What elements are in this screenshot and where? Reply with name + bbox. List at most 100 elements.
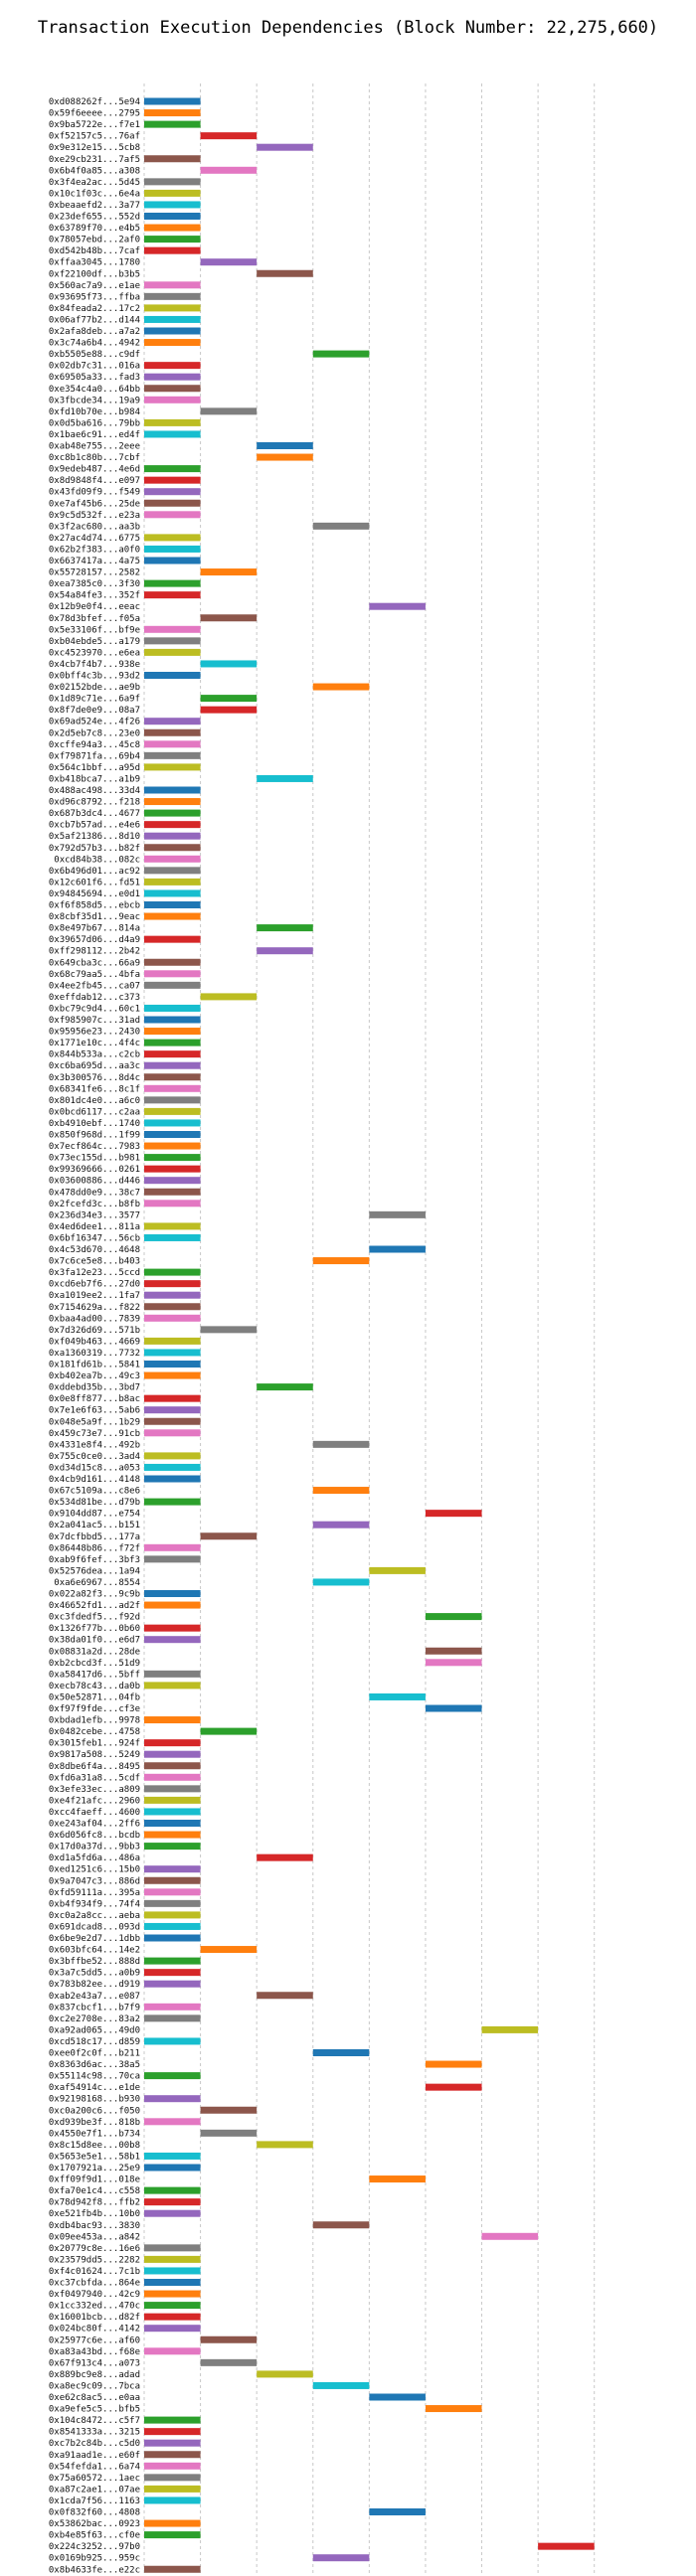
tx-bar: [144, 2095, 201, 2103]
tx-hash-label: 0xf79871fa...69b4: [49, 751, 140, 761]
tx-bar: [144, 1463, 201, 1471]
tx-bar: [144, 2255, 201, 2263]
tx-hash-label: 0x0f832f60...4808: [49, 2508, 140, 2518]
tx-hash-label: 0xfd10b70e...b984: [49, 407, 140, 417]
tx-bar: [144, 728, 201, 736]
tx-bar: [200, 660, 258, 668]
tx-bar: [144, 1177, 201, 1185]
tx-hash-label: 0x691dcad8...093d: [49, 1922, 140, 1932]
tx-bar: [144, 751, 201, 759]
tx-hash-label: 0x8f7de0e9...08a7: [49, 706, 140, 716]
tx-bar: [144, 534, 201, 542]
tx-bar: [312, 2554, 370, 2562]
tx-hash-label: 0xd34d15c8...a053: [49, 1463, 140, 1473]
tx-hash-label: 0x1326f77b...0b60: [49, 1624, 140, 1634]
tx-bar: [144, 2519, 201, 2527]
tx-bar: [144, 499, 201, 507]
tx-hash-label: 0xf6f858d5...ebcb: [49, 901, 140, 911]
tx-hash-label: 0x9e312e15...5cb8: [49, 143, 140, 153]
tx-hash-label: 0x9a7047c3...886d: [49, 1876, 140, 1886]
tx-bar: [144, 557, 201, 564]
tx-hash-label: 0x5af21386...8d10: [49, 832, 140, 842]
tx-bar: [144, 1142, 201, 1150]
tx-hash-label: 0xa6e6967...8554: [54, 1578, 140, 1588]
tx-bar: [144, 2496, 201, 2504]
tx-hash-label: 0x92198168...b930: [49, 2095, 140, 2105]
tx-hash-label: 0xd1a5fd6a...486a: [49, 1853, 140, 1863]
tx-hash-label: 0xcc4faeff...4600: [49, 1808, 140, 1818]
tx-bar: [369, 1210, 426, 1218]
tx-hash-label: 0x6b496d01...ac92: [49, 867, 140, 877]
tx-hash-label: 0xb5505e88...c9df: [49, 350, 140, 360]
tx-hash-label: 0xee0f2c0f...b211: [49, 2049, 140, 2059]
tx-bar: [144, 1682, 201, 1690]
tx-bar: [144, 385, 201, 393]
tx-hash-label: 0x9c5d532f...e23a: [49, 511, 140, 521]
tx-bar: [144, 201, 201, 209]
tx-hash-label: 0x6be9e2d7...1dbb: [49, 1934, 140, 1944]
tx-hash-label: 0xa1019ee2...1fa7: [49, 1291, 140, 1301]
tx-bar: [369, 2175, 426, 2183]
tx-hash-label: 0x0d5ba616...79bb: [49, 418, 140, 428]
tx-bar: [144, 2279, 201, 2286]
tx-hash-label: 0xecb78c43...da0b: [49, 1682, 140, 1691]
tx-bar: [144, 1371, 201, 1379]
tx-hash-label: 0x95956e23...2430: [49, 1028, 140, 1038]
tx-hash-label: 0xc6ba695d...aa3c: [49, 1061, 140, 1071]
tx-bar: [144, 292, 201, 300]
tx-hash-label: 0x4550e7f1...b734: [49, 2129, 140, 2139]
tx-bar: [369, 1566, 426, 1574]
tx-hash-label: 0x889bc9e8...adad: [49, 2370, 140, 2380]
tx-bar: [257, 2370, 313, 2378]
tx-hash-label: 0xbc79c9d4...60c1: [49, 1004, 140, 1014]
tx-bar: [200, 2358, 258, 2366]
tx-hash-label: 0xe62c8ac5...e0aa: [49, 2393, 140, 2403]
tx-hash-label: 0xc4523970...e6ea: [49, 648, 140, 658]
tx-hash-label: 0x560ac7a9...e1ae: [49, 281, 140, 291]
tx-bar: [144, 1888, 201, 1896]
tx-bar: [144, 821, 201, 829]
tx-hash-label: 0x7d326d69...571b: [49, 1326, 140, 1336]
tx-bar: [200, 1946, 258, 1954]
tx-bar: [144, 430, 201, 438]
tx-bar: [144, 224, 201, 232]
tx-hash-label: 0x84feada2...17c2: [49, 304, 140, 314]
tx-bar: [144, 1361, 201, 1368]
tx-hash-label: 0x6b4f0a85...a308: [49, 166, 140, 176]
tx-bar: [144, 901, 201, 908]
tx-bar: [425, 2083, 482, 2091]
tx-bar: [200, 1727, 258, 1735]
tx-bar: [144, 1039, 201, 1046]
tx-hash-label: 0x603bfc64...14e2: [49, 1946, 140, 1956]
tx-hash-label: 0x69505a33...fad3: [49, 373, 140, 383]
tx-bar: [144, 1934, 201, 1942]
tx-bar: [144, 763, 201, 771]
tx-hash-label: 0xf049b463...4669: [49, 1337, 140, 1347]
tx-hash-label: 0x20779c8e...16e6: [49, 2244, 140, 2254]
tx-bar: [144, 958, 201, 966]
tx-bar: [144, 1969, 201, 1977]
tx-hash-label: 0x86448b86...f72f: [49, 1543, 140, 1553]
tx-hash-label: 0xa9efe5c5...bfb5: [49, 2405, 140, 2415]
tx-bar: [200, 166, 258, 174]
tx-bar: [144, 1028, 201, 1036]
tx-hash-label: 0x25977c6e...af60: [49, 2335, 140, 2345]
tx-hash-label: 0xeffdab12...c373: [49, 993, 140, 1003]
tx-hash-label: 0x9104dd87...e754: [49, 1510, 140, 1520]
tx-bar: [200, 1326, 258, 1334]
tx-bar: [144, 1394, 201, 1402]
tx-hash-label: 0x78d942f8...ffb2: [49, 2198, 140, 2208]
tx-hash-label: 0x0bff4c3b...93d2: [49, 672, 140, 682]
tx-hash-label: 0x8d9848f4...e097: [49, 476, 140, 486]
tx-hash-label: 0x1771e10c...4f4c: [49, 1039, 140, 1048]
tx-hash-label: 0x68341fe6...8c1f: [49, 1084, 140, 1094]
tx-bar: [144, 2037, 201, 2045]
tx-hash-label: 0xa1360319...7732: [49, 1349, 140, 1359]
tx-bar: [144, 281, 201, 289]
tx-hash-label: 0x0e8ff877...b8ac: [49, 1394, 140, 1404]
tx-hash-label: 0x022a82f3...9c9b: [49, 1590, 140, 1600]
tx-hash-label: 0xfa70e1c4...c558: [49, 2186, 140, 2196]
tx-bar: [257, 774, 313, 782]
tx-bar: [144, 2428, 201, 2436]
tx-hash-label: 0x3c74a6b4...4942: [49, 339, 140, 349]
